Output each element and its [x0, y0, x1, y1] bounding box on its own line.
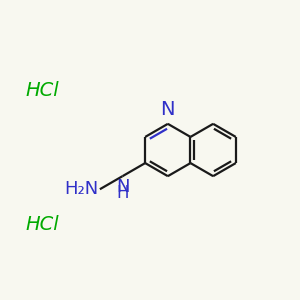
Text: HCl: HCl [25, 81, 59, 100]
Text: H: H [116, 184, 129, 202]
Text: HCl: HCl [25, 215, 59, 234]
Text: N: N [116, 178, 129, 196]
Text: N: N [160, 100, 175, 119]
Text: H₂N: H₂N [64, 180, 98, 198]
